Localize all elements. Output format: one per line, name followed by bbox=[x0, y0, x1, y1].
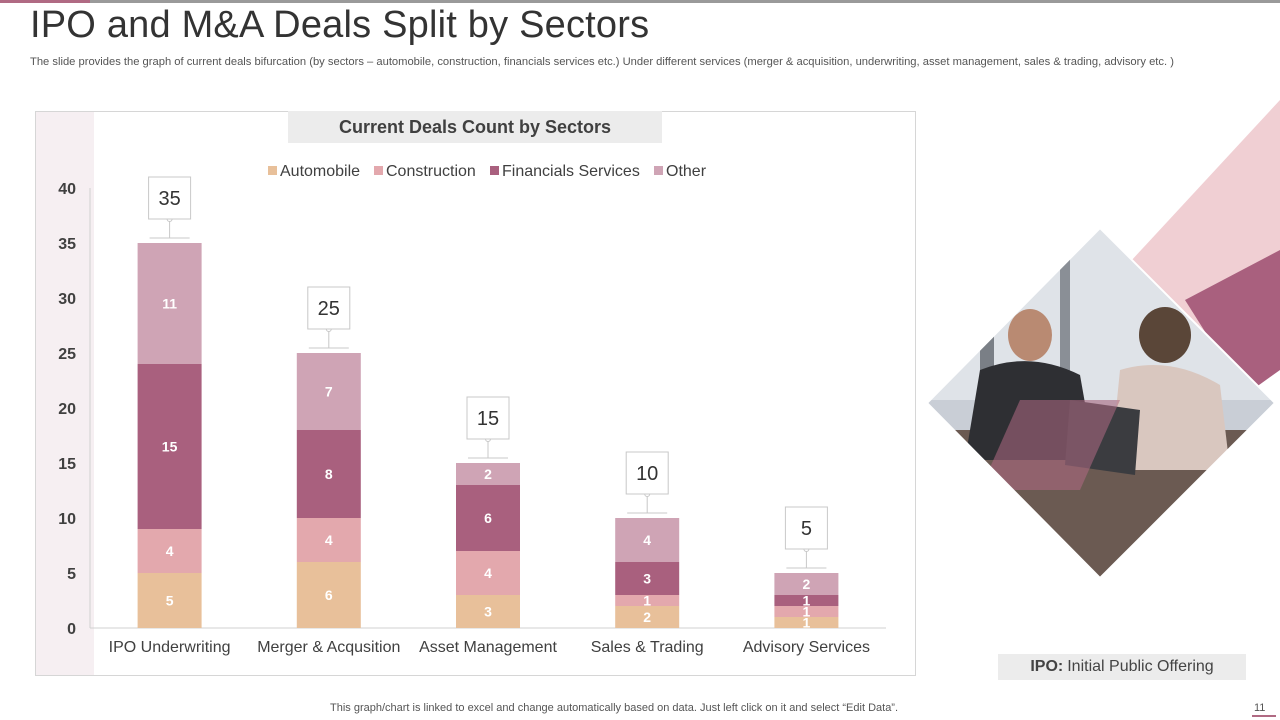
y-tick-label: 35 bbox=[58, 236, 76, 253]
bar-segment-construction bbox=[137, 529, 202, 573]
bar-segment-construction bbox=[774, 606, 839, 617]
bar-value-label: 1 bbox=[803, 615, 811, 631]
chart-title-background bbox=[288, 111, 662, 143]
top-accent-line bbox=[0, 0, 90, 3]
legend-swatch-construction bbox=[374, 166, 383, 175]
y-tick-label: 40 bbox=[58, 181, 76, 198]
legend-swatch-other bbox=[654, 166, 663, 175]
bar-value-label: 2 bbox=[643, 609, 651, 625]
bar-value-label: 4 bbox=[643, 532, 651, 548]
legend-swatch-financials-services bbox=[490, 166, 499, 175]
legend-label-automobile: Automobile bbox=[280, 163, 360, 180]
bar-value-label: 4 bbox=[484, 565, 492, 581]
bar-segment-other bbox=[137, 243, 202, 364]
abbreviation-note: IPO: Initial Public Offering bbox=[998, 654, 1246, 680]
bar-value-label: 2 bbox=[803, 576, 811, 592]
legend-swatch-automobile bbox=[268, 166, 277, 175]
slide-subtitle: The slide provides the graph of current … bbox=[30, 56, 1174, 68]
x-category-label: Asset Management bbox=[419, 639, 557, 656]
bar-value-label: 7 bbox=[325, 384, 333, 400]
abbreviation-term: IPO: bbox=[1030, 658, 1064, 675]
bar-value-label: 1 bbox=[803, 604, 811, 620]
bar-segment-financials-services bbox=[137, 364, 202, 529]
bar-value-label: 15 bbox=[162, 439, 178, 455]
y-tick-label: 25 bbox=[58, 346, 76, 363]
bar-value-label: 11 bbox=[162, 296, 177, 312]
total-callout-box bbox=[625, 451, 669, 495]
decorative-photo-graphic bbox=[925, 100, 1280, 580]
x-category-label: Merger & Acqusition bbox=[257, 639, 400, 656]
bar-value-label: 6 bbox=[325, 587, 333, 603]
total-value-label: 25 bbox=[318, 298, 340, 320]
bar-segment-financials-services bbox=[774, 595, 839, 606]
bar-segment-automobile bbox=[456, 595, 520, 628]
total-callout-box bbox=[148, 176, 192, 220]
legend-label-other: Other bbox=[666, 163, 707, 180]
total-value-label: 5 bbox=[801, 518, 812, 540]
y-tick-label: 10 bbox=[58, 511, 76, 528]
x-axis: IPO Underwriting Merger & Acqusition Asset… bbox=[109, 639, 870, 656]
bar-segment-financials-services bbox=[615, 562, 680, 595]
total-value-label: 15 bbox=[477, 408, 499, 430]
page-number-underline bbox=[1252, 715, 1276, 717]
bar-segment-other bbox=[615, 518, 680, 562]
y-tick-label: 0 bbox=[67, 621, 76, 638]
bar-segment-other bbox=[456, 463, 520, 485]
total-value-label: 10 bbox=[636, 463, 658, 485]
bar-segment-construction bbox=[456, 551, 520, 595]
slide-title: IPO and M&A Deals Split by Sectors bbox=[30, 4, 650, 46]
x-category-label: Sales & Trading bbox=[591, 639, 704, 656]
top-rule-line bbox=[90, 0, 1280, 3]
bar-value-label: 2 bbox=[484, 466, 492, 482]
chart-title: Current Deals Count by Sectors bbox=[339, 117, 611, 137]
abbreviation-definition: Initial Public Offering bbox=[1067, 658, 1214, 675]
chart-left-band bbox=[36, 112, 94, 675]
bar-value-label: 3 bbox=[484, 604, 492, 620]
bar-segment-construction bbox=[296, 518, 361, 562]
chart-legend: Automobile Construction Financials Service… bbox=[268, 163, 707, 180]
total-value-label: 35 bbox=[158, 188, 180, 210]
bar-value-label: 4 bbox=[325, 532, 333, 548]
bar-value-label: 1 bbox=[643, 593, 651, 609]
stacked-bar-chart[interactable]: Current Deals Count by Sectors Automobil… bbox=[0, 0, 920, 680]
y-tick-label: 15 bbox=[58, 456, 76, 473]
total-callout-box bbox=[466, 396, 510, 440]
bar-segment-financials-services bbox=[456, 485, 520, 551]
legend-label-financials-services: Financials Services bbox=[502, 163, 640, 180]
bar-segment-automobile bbox=[615, 606, 680, 628]
bar-segment-automobile bbox=[774, 617, 839, 628]
x-category-label: Advisory Services bbox=[743, 639, 870, 656]
bar-segment-construction bbox=[615, 595, 680, 606]
y-axis: 0 5 10 15 20 25 30 35 40 bbox=[58, 181, 76, 638]
bar-value-label: 5 bbox=[166, 593, 174, 609]
x-category-label: IPO Underwriting bbox=[109, 639, 231, 656]
bar-value-label: 3 bbox=[643, 571, 651, 587]
bar-value-label: 1 bbox=[803, 593, 811, 609]
total-callout-box bbox=[784, 506, 828, 550]
legend-label-construction: Construction bbox=[386, 163, 476, 180]
bar-value-label: 8 bbox=[325, 466, 333, 482]
y-tick-label: 5 bbox=[67, 566, 76, 583]
bar-segment-other bbox=[774, 573, 839, 595]
page-number: 11 bbox=[1254, 702, 1266, 714]
mauve-triangle bbox=[1185, 250, 1280, 395]
bar-segment-automobile bbox=[296, 562, 361, 628]
bar-segment-other bbox=[296, 353, 361, 430]
y-tick-label: 30 bbox=[58, 291, 76, 308]
bar-segment-financials-services bbox=[296, 430, 361, 518]
bar-value-label: 4 bbox=[166, 543, 174, 559]
bar-value-label: 6 bbox=[484, 510, 492, 526]
total-callout-box bbox=[307, 286, 351, 330]
y-tick-label: 20 bbox=[58, 401, 76, 418]
footer-note: This graph/chart is linked to excel and … bbox=[330, 702, 899, 714]
bar-segment-automobile bbox=[137, 573, 202, 628]
